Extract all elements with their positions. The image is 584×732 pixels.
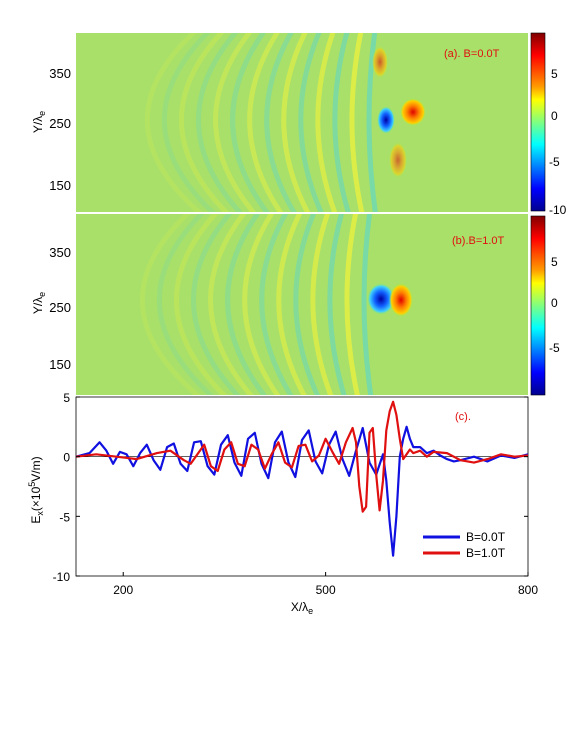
wave-arc bbox=[332, 33, 351, 212]
panel-a-label: (a). B=0.0T bbox=[444, 48, 500, 60]
panel-a-ytick: 250 bbox=[49, 116, 71, 131]
panel-a-wave-arcs bbox=[144, 33, 378, 212]
panel-c-label: (c). bbox=[455, 411, 471, 423]
panel-b-wave-arcs bbox=[139, 214, 374, 395]
panel-b-colorbar-ticks: 5 0 -5 bbox=[549, 255, 560, 355]
wave-arc bbox=[349, 33, 365, 212]
ytick-label: -10 bbox=[53, 570, 71, 584]
panel-a-wavefronts bbox=[144, 33, 426, 212]
panel-a-colorbar-ticks: 5 0 -5 -10 bbox=[549, 67, 567, 217]
wave-arc bbox=[327, 214, 347, 395]
wave-arc bbox=[264, 33, 297, 212]
wave-arc bbox=[293, 214, 321, 395]
panel-c-legend: B=0.0T B=1.0T bbox=[423, 530, 506, 560]
legend-label-b0: B=0.0T bbox=[466, 530, 506, 544]
wave-arc bbox=[230, 33, 270, 212]
panel-a-upper-spot bbox=[372, 46, 388, 78]
panel-a-colorbar bbox=[530, 32, 546, 212]
wave-arc bbox=[315, 33, 338, 212]
wave-arc bbox=[191, 214, 241, 395]
panel-c-ticks: 5 0 -5 -10 200 500 800 bbox=[53, 391, 539, 597]
wave-arc bbox=[281, 33, 311, 212]
wave-arc bbox=[247, 33, 284, 212]
panel-c: 5 0 -5 -10 200 500 800 (c). X/λe Ex(×105V/m) B… bbox=[27, 391, 538, 616]
series-line-0 bbox=[75, 425, 529, 557]
panel-a: (a). B=0.0T 350 250 150 Y/λe 5 0 -5 -10 bbox=[31, 32, 567, 217]
panel-b-ytick: 250 bbox=[49, 300, 71, 315]
panel-b: (b).B=1.0T 350 250 150 Y/λe 5 0 -5 bbox=[31, 214, 560, 396]
panel-b-ytick: 350 bbox=[49, 245, 71, 260]
legend-label-b1: B=1.0T bbox=[466, 546, 506, 560]
panel-a-ytick: 150 bbox=[49, 178, 71, 193]
wave-arc bbox=[259, 214, 294, 395]
panel-b-ytick: 150 bbox=[49, 357, 71, 372]
wave-arc bbox=[144, 33, 203, 212]
xtick-label: 500 bbox=[316, 583, 336, 597]
xtick-label: 200 bbox=[113, 583, 133, 597]
panel-b-label: (b).B=1.0T bbox=[452, 235, 505, 247]
panel-c-lines bbox=[75, 400, 529, 557]
ytick-label: 5 bbox=[63, 391, 70, 405]
ytick-label: -5 bbox=[59, 510, 70, 524]
wave-arc bbox=[298, 33, 324, 212]
panel-b-cbar-tick: -5 bbox=[549, 341, 560, 355]
panel-a-ylabel: Y/λe bbox=[31, 111, 47, 133]
wave-arc bbox=[361, 214, 374, 395]
panel-a-ytick: 350 bbox=[49, 66, 71, 81]
wave-arc bbox=[225, 214, 268, 395]
panel-c-xlabel: X/λe bbox=[291, 600, 313, 616]
panel-b-ylabel: Y/λe bbox=[31, 292, 47, 314]
panel-c-plot-area bbox=[75, 396, 529, 577]
panel-b-colorbar bbox=[530, 215, 546, 396]
wave-arc bbox=[213, 33, 257, 212]
series-line-1 bbox=[75, 400, 529, 513]
wave-arc bbox=[208, 214, 254, 395]
panel-b-cbar-tick: 5 bbox=[551, 255, 558, 269]
wave-arc bbox=[173, 214, 228, 395]
panel-b-cbar-tick: 0 bbox=[551, 296, 558, 310]
panel-b-red-spot bbox=[389, 283, 413, 317]
wave-arc bbox=[366, 33, 378, 212]
wave-arc bbox=[196, 33, 243, 212]
panel-a-lower-spot bbox=[389, 142, 407, 178]
wave-arc bbox=[276, 214, 307, 395]
panel-a-red-spot bbox=[400, 98, 426, 126]
panel-b-blue-spot bbox=[367, 283, 395, 315]
panel-a-y-ticks: 350 250 150 bbox=[49, 66, 71, 193]
panel-a-cbar-tick: -10 bbox=[549, 203, 567, 217]
wave-arc bbox=[242, 214, 281, 395]
wave-arc bbox=[156, 214, 215, 395]
wave-arc bbox=[139, 214, 201, 395]
wave-arc bbox=[310, 214, 334, 395]
panel-a-cbar-tick: 0 bbox=[551, 109, 558, 123]
panel-b-y-ticks: 350 250 150 bbox=[49, 245, 71, 372]
panel-a-cbar-tick: -5 bbox=[549, 155, 560, 169]
xtick-label: 800 bbox=[518, 583, 538, 597]
panel-c-ylabel: Ex(×105V/m) bbox=[27, 456, 45, 523]
panel-b-wavefronts bbox=[139, 214, 413, 395]
wave-arc bbox=[344, 214, 360, 395]
wave-arc bbox=[161, 33, 217, 212]
wave-arc bbox=[178, 33, 230, 212]
panel-a-blue-spot bbox=[377, 106, 395, 134]
ytick-label: 0 bbox=[63, 451, 70, 465]
panel-a-cbar-tick: 5 bbox=[551, 67, 558, 81]
